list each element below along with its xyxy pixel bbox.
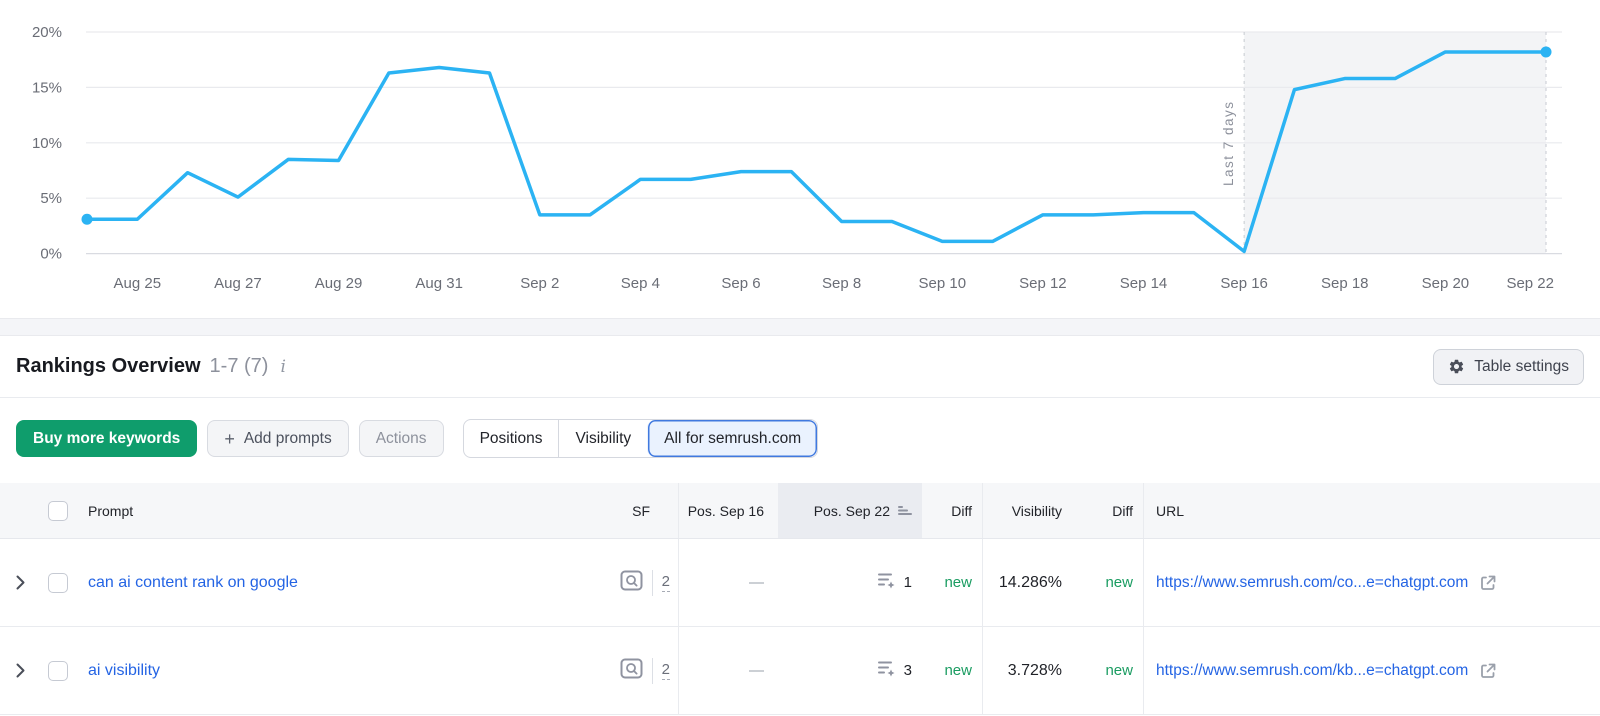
svg-text:Sep 22: Sep 22 bbox=[1506, 275, 1554, 292]
result-range: 1-7 (7) bbox=[209, 355, 269, 377]
pos-sep22-cell: 1 bbox=[778, 539, 922, 626]
table-settings-label: Table settings bbox=[1474, 357, 1569, 375]
svg-text:Aug 29: Aug 29 bbox=[315, 275, 363, 292]
svg-text:Sep 14: Sep 14 bbox=[1120, 275, 1168, 292]
svg-text:Sep 16: Sep 16 bbox=[1220, 275, 1268, 292]
url-link[interactable]: https://www.semrush.com/co...e=chatgpt.c… bbox=[1156, 573, 1469, 591]
svg-text:Aug 31: Aug 31 bbox=[415, 275, 463, 292]
rankings-toolbar: Buy more keywords + Add prompts Actions … bbox=[0, 398, 1600, 483]
url-cell: https://www.semrush.com/kb...e=chatgpt.c… bbox=[1143, 627, 1600, 714]
prompt-cell: can ai content rank on google bbox=[76, 539, 560, 626]
column-header-diff1[interactable]: Diff bbox=[951, 502, 972, 519]
row-checkbox[interactable] bbox=[48, 572, 68, 593]
svg-text:Sep 6: Sep 6 bbox=[721, 275, 760, 292]
svg-text:Sep 4: Sep 4 bbox=[621, 275, 660, 292]
diff-cell: new bbox=[944, 574, 972, 591]
view-switcher: Positions Visibility All for semrush.com bbox=[462, 419, 819, 458]
prompt-cell: ai visibility bbox=[76, 627, 560, 714]
row-checkbox-cell bbox=[40, 539, 76, 626]
svg-text:Sep 12: Sep 12 bbox=[1019, 275, 1067, 292]
external-link-icon[interactable] bbox=[1479, 662, 1497, 680]
plus-icon: + bbox=[224, 428, 235, 449]
column-header-sf[interactable]: SF bbox=[632, 502, 650, 519]
select-all-cell bbox=[40, 483, 76, 538]
visibility-trend-chart: 0% 5% 10% 15% 20% Last 7 days Aug 25 Aug 27 Aug … bbox=[0, 0, 1600, 318]
position-value: 3 bbox=[903, 662, 912, 679]
ai-position-icon bbox=[877, 572, 897, 593]
column-header-prompt[interactable]: Prompt bbox=[88, 502, 134, 519]
select-all-checkbox[interactable] bbox=[48, 500, 68, 521]
external-link-icon[interactable] bbox=[1479, 574, 1497, 592]
header-expander-spacer bbox=[0, 483, 40, 538]
add-prompts-button[interactable]: + Add prompts bbox=[207, 420, 349, 457]
section-divider bbox=[0, 318, 1600, 336]
pos-sep16-cell: — bbox=[678, 539, 778, 626]
rankings-table: Prompt SF Pos. Sep 16 Pos. Sep 22 Diff V… bbox=[0, 483, 1600, 715]
svg-text:Sep 2: Sep 2 bbox=[520, 275, 559, 292]
buy-more-keywords-button[interactable]: Buy more keywords bbox=[16, 420, 198, 457]
prompt-link[interactable]: can ai content rank on google bbox=[88, 573, 298, 591]
serp-features-icon[interactable] bbox=[620, 570, 643, 595]
prompt-link[interactable]: ai visibility bbox=[88, 661, 161, 679]
column-header-pos-sep16[interactable]: Pos. Sep 16 bbox=[678, 483, 778, 538]
sf-count[interactable]: 2 bbox=[661, 661, 670, 680]
row-checkbox-cell bbox=[40, 627, 76, 714]
actions-button[interactable]: Actions bbox=[358, 420, 444, 457]
diff-cell: new bbox=[944, 662, 972, 679]
svg-text:Sep 8: Sep 8 bbox=[822, 275, 861, 292]
svg-text:20%: 20% bbox=[32, 24, 62, 41]
sort-icon bbox=[898, 503, 912, 519]
serp-features-icon[interactable] bbox=[620, 658, 643, 683]
tab-all-for-domain[interactable]: All for semrush.com bbox=[647, 420, 818, 457]
svg-text:Sep 18: Sep 18 bbox=[1321, 275, 1369, 292]
row-expand-chevron[interactable] bbox=[0, 539, 40, 626]
gear-icon bbox=[1448, 358, 1465, 375]
table-header-row: Prompt SF Pos. Sep 16 Pos. Sep 22 Diff V… bbox=[0, 483, 1600, 539]
sf-cell: 2 bbox=[560, 627, 678, 714]
row-expand-chevron[interactable] bbox=[0, 627, 40, 714]
column-header-pos-sep22[interactable]: Pos. Sep 22 bbox=[778, 483, 922, 538]
svg-text:Aug 27: Aug 27 bbox=[214, 275, 262, 292]
svg-text:0%: 0% bbox=[40, 246, 62, 263]
info-icon[interactable]: i bbox=[280, 356, 286, 377]
column-header-visibility[interactable]: Visibility bbox=[982, 483, 1070, 538]
ai-position-icon bbox=[877, 660, 897, 681]
svg-text:Sep 10: Sep 10 bbox=[919, 275, 967, 292]
table-row: can ai content rank on google 2 — 1 n bbox=[0, 539, 1600, 627]
sf-divider bbox=[651, 657, 653, 684]
visibility-cell: 14.286% bbox=[982, 539, 1070, 626]
add-prompts-label: Add prompts bbox=[243, 429, 332, 447]
rankings-overview-header: Rankings Overview 1-7 (7) i Table settin… bbox=[0, 336, 1600, 398]
svg-text:10%: 10% bbox=[32, 135, 62, 152]
visibility-cell: 3.728% bbox=[982, 627, 1070, 714]
table-settings-button[interactable]: Table settings bbox=[1433, 348, 1584, 385]
table-row: ai visibility 2 — 3 new bbox=[0, 627, 1600, 715]
column-header-url[interactable]: URL bbox=[1143, 483, 1600, 538]
url-link[interactable]: https://www.semrush.com/kb...e=chatgpt.c… bbox=[1156, 661, 1469, 679]
page-title: Rankings Overview bbox=[16, 355, 201, 377]
pos-sep22-cell: 3 bbox=[778, 627, 922, 714]
line-chart-svg: 0% 5% 10% 15% 20% Last 7 days Aug 25 Aug 27 Aug … bbox=[32, 24, 1562, 292]
pos-sep16-cell: — bbox=[678, 627, 778, 714]
row-checkbox[interactable] bbox=[48, 660, 68, 681]
position-value: 1 bbox=[903, 574, 912, 591]
svg-text:Sep 20: Sep 20 bbox=[1422, 275, 1470, 292]
tab-positions[interactable]: Positions bbox=[479, 429, 543, 447]
url-cell: https://www.semrush.com/co...e=chatgpt.c… bbox=[1143, 539, 1600, 626]
diff-cell-2: new bbox=[1105, 574, 1133, 591]
diff-cell-2: new bbox=[1105, 662, 1133, 679]
sf-count[interactable]: 2 bbox=[661, 573, 670, 592]
svg-text:5%: 5% bbox=[40, 190, 62, 207]
tab-visibility[interactable]: Visibility bbox=[558, 420, 647, 457]
sf-cell: 2 bbox=[560, 539, 678, 626]
column-header-diff2[interactable]: Diff bbox=[1112, 502, 1133, 519]
svg-text:Last 7 days: Last 7 days bbox=[1221, 100, 1236, 186]
svg-text:Aug 25: Aug 25 bbox=[114, 275, 162, 292]
svg-text:15%: 15% bbox=[32, 79, 62, 96]
sf-divider bbox=[651, 569, 653, 596]
